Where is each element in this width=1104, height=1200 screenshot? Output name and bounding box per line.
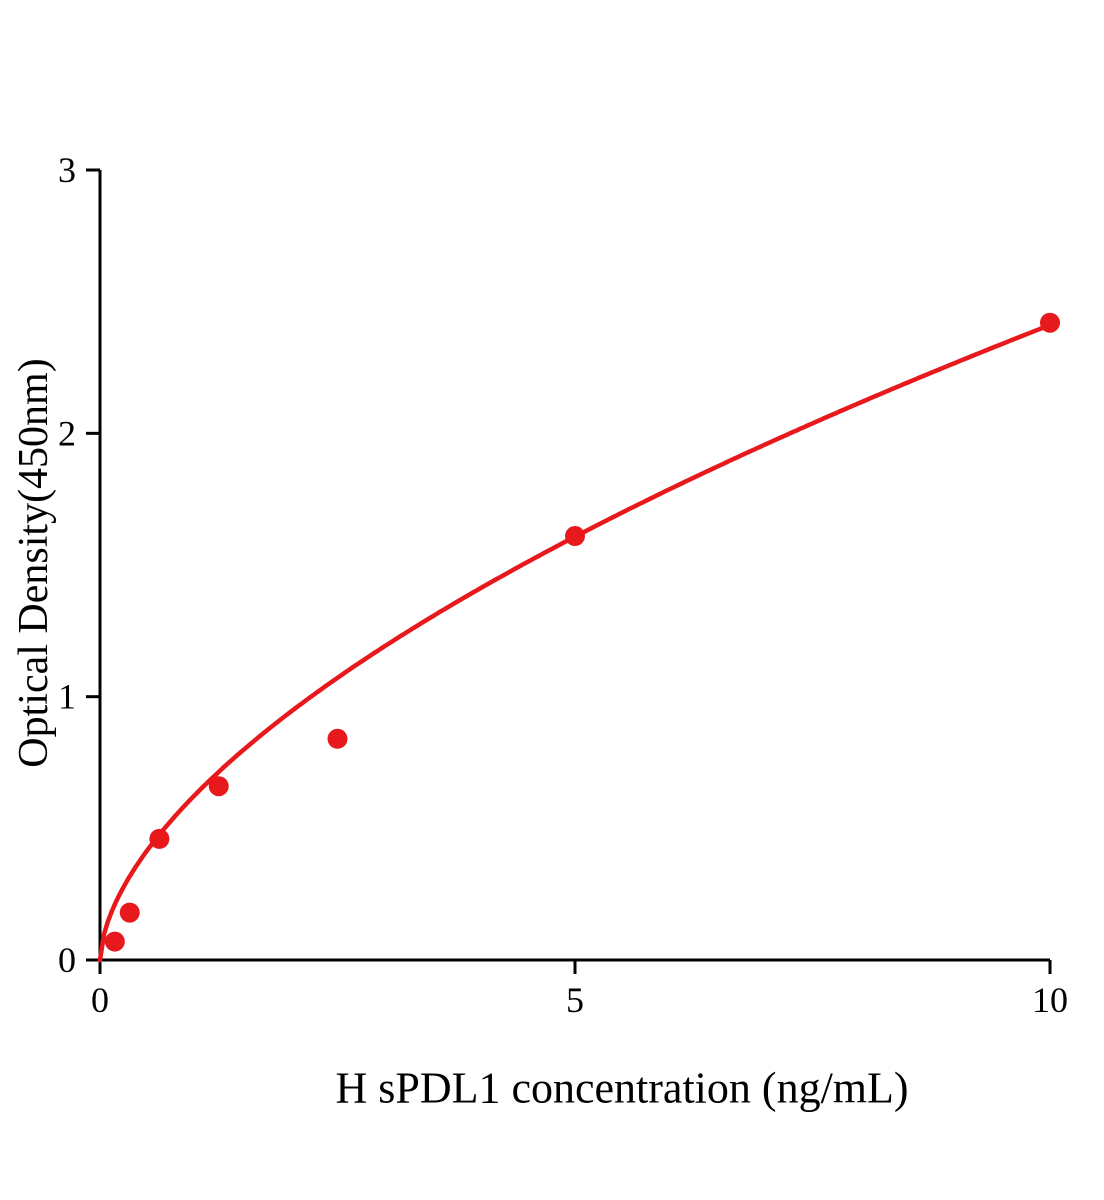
data-point [565, 526, 585, 547]
y-tick-label: 2 [58, 413, 76, 453]
data-point [104, 931, 125, 952]
x-tick-label: 0 [91, 980, 109, 1020]
axis-spines [98, 170, 1050, 962]
data-point [119, 902, 140, 923]
x-tick-label: 5 [566, 980, 584, 1020]
y-tick-label: 3 [58, 150, 76, 190]
x-tick-label: 10 [1032, 980, 1068, 1020]
data-point [327, 728, 348, 749]
data-point [208, 776, 229, 797]
data-point [149, 828, 170, 849]
y-tick-label: 1 [58, 677, 76, 717]
x-axis-label: H sPDL1 concentration (ng/mL) [335, 1063, 909, 1113]
data-point [1040, 312, 1060, 333]
y-tick-label: 0 [58, 940, 76, 980]
fit-curve [97, 322, 1053, 963]
y-axis-label: Optical Density(450nm) [11, 358, 57, 768]
